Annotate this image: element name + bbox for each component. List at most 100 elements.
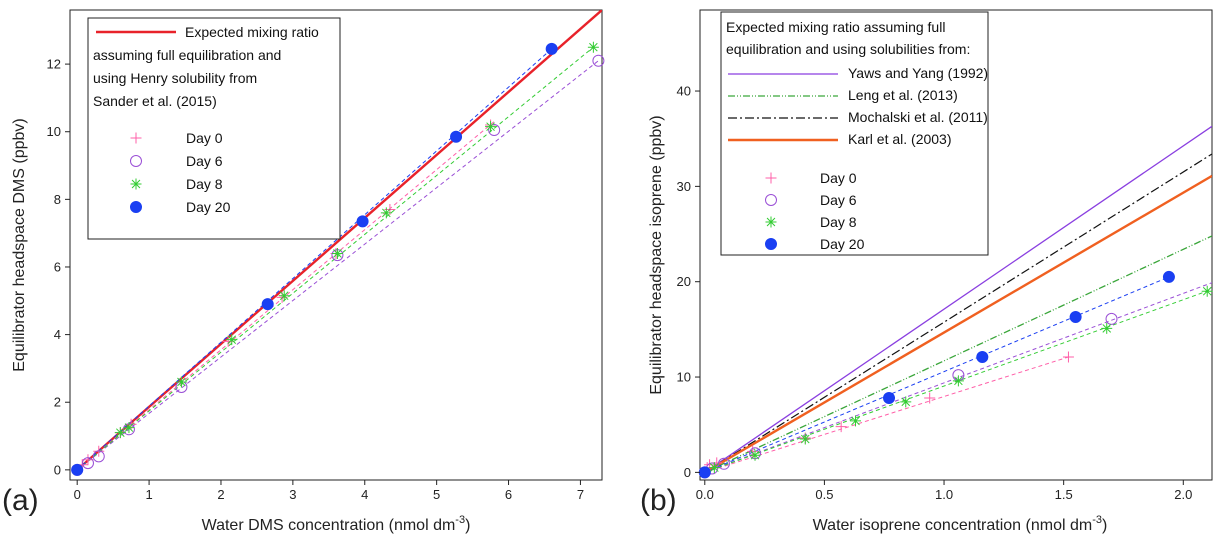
reference-line	[704, 153, 1212, 473]
data-point	[708, 462, 720, 474]
x-tick-label: 6	[505, 487, 512, 502]
legend-day0-label-a: Day 0	[186, 130, 223, 146]
legend-sander-line2: assuming full equilibration and	[93, 47, 281, 63]
data-point	[92, 450, 105, 463]
x-tick-label: 7	[577, 487, 584, 502]
reference-line	[704, 125, 1212, 473]
data-point	[175, 376, 187, 388]
legend-day20-label-a: Day 20	[186, 199, 231, 215]
data-point	[592, 54, 605, 67]
x-tick-label: 1	[145, 487, 152, 502]
data-point	[698, 466, 711, 479]
data-point	[82, 454, 94, 466]
y-tick-label: 0	[54, 462, 61, 477]
legend-marker	[765, 238, 777, 250]
x-tick-label: 0.0	[696, 487, 714, 502]
fit-line	[76, 46, 594, 471]
x-tick-label: 1.0	[935, 487, 953, 502]
plot-frame-a	[69, 9, 603, 481]
reference-line	[704, 174, 1212, 474]
legend-marker	[765, 216, 777, 228]
reference-line	[704, 235, 1212, 473]
y-tick-label: 0	[684, 465, 691, 480]
data-point	[835, 421, 847, 433]
y-axis-label-b: Equilibrator headspace isoprene (ppbv)	[648, 115, 665, 394]
data-point	[1101, 322, 1113, 334]
legend-a: Expected mixing ratio assuming full equi…	[87, 17, 341, 240]
legend-day8-label-a: Day 8	[186, 176, 223, 192]
x-tick-label: 2.0	[1174, 487, 1192, 502]
data-point	[1105, 312, 1118, 325]
data-point	[952, 375, 964, 387]
y-tick-label: 2	[54, 395, 61, 410]
legend-sander-line4: Sander et al. (2015)	[93, 93, 217, 109]
data-point	[900, 396, 912, 408]
legend-marker	[130, 132, 142, 144]
y-tick-label: 4	[54, 327, 61, 342]
x-axis-label-a: Water DMS concentration (nmol dm-3)	[202, 514, 471, 534]
fit-line	[704, 356, 1069, 473]
legend-leng-label: Leng et al. (2013)	[848, 87, 958, 103]
legend-day8-label-b: Day 8	[820, 214, 857, 230]
x-tick-label: 3	[289, 487, 296, 502]
y-tick-label: 40	[677, 84, 691, 99]
data-point	[485, 121, 497, 133]
data-point	[587, 41, 599, 53]
data-point	[976, 351, 989, 364]
data-point	[924, 392, 936, 404]
legend-day0-label-b: Day 0	[820, 170, 857, 186]
y-tick-label: 10	[47, 124, 61, 139]
panel-label-a: (a)	[2, 484, 39, 517]
plot-frame-b	[699, 9, 1213, 481]
legend-karl-label: Karl et al. (2003)	[848, 131, 952, 147]
legend-b: Expected mixing ratio assuming full equi…	[720, 11, 989, 256]
x-tick-label: 1.5	[1055, 487, 1073, 502]
y-tick-label: 20	[677, 274, 691, 289]
data-point	[799, 433, 811, 445]
legend-marker	[130, 201, 142, 213]
data-point	[883, 392, 896, 405]
fit-line	[76, 48, 553, 471]
chart-panel-b: 0.0 0.5 1.0 1.5 2.0 0 10 20 30 40 (b) Water isopr…	[640, 9, 1213, 534]
legend-day6-label-a: Day 6	[186, 153, 223, 169]
legend-box-a	[87, 17, 341, 240]
data-point	[356, 215, 369, 228]
data-point	[226, 334, 238, 346]
legend-box-b	[720, 11, 989, 256]
data-point	[331, 247, 343, 259]
legend-day20-label-b: Day 20	[820, 236, 865, 252]
data-point	[1162, 270, 1175, 283]
legend-yaws-label: Yaws and Yang (1992)	[848, 65, 988, 81]
reference-line	[76, 10, 602, 471]
data-point	[545, 42, 558, 55]
data-point	[704, 459, 716, 471]
x-axis-label-b: Water isoprene concentration (nmol dm-3)	[813, 514, 1108, 534]
data-point	[749, 449, 761, 461]
x-tick-label: 0	[74, 487, 81, 502]
legend-mochalski-label: Mochalski et al. (2011)	[848, 109, 988, 125]
data-point	[488, 124, 501, 137]
legend-marker	[765, 194, 777, 206]
y-tick-label: 6	[54, 259, 61, 274]
legend-sander-line1: Expected mixing ratio	[185, 24, 319, 40]
y-tick-label: 12	[47, 57, 61, 72]
y-tick-label: 30	[677, 179, 691, 194]
data-point	[1062, 351, 1074, 363]
x-tick-label: 2	[217, 487, 224, 502]
x-tick-label: 5	[433, 487, 440, 502]
legend-title-line1-b: Expected mixing ratio assuming full	[726, 19, 945, 35]
y-axis-label-a: Equilibrator headspace DMS (ppbv)	[11, 118, 28, 371]
data-point	[71, 463, 84, 476]
data-point	[380, 207, 392, 219]
data-point	[1069, 310, 1082, 323]
x-tick-label: 4	[361, 487, 368, 502]
legend-marker	[130, 178, 142, 190]
legend-day6-label-b: Day 6	[820, 192, 857, 208]
y-tick-label: 10	[677, 370, 691, 385]
legend-title-line2-b: equilibration and using solubilities fro…	[726, 41, 970, 57]
fit-line	[704, 282, 1212, 473]
legend-marker	[765, 172, 777, 184]
panel-label-b: (b)	[640, 484, 677, 517]
